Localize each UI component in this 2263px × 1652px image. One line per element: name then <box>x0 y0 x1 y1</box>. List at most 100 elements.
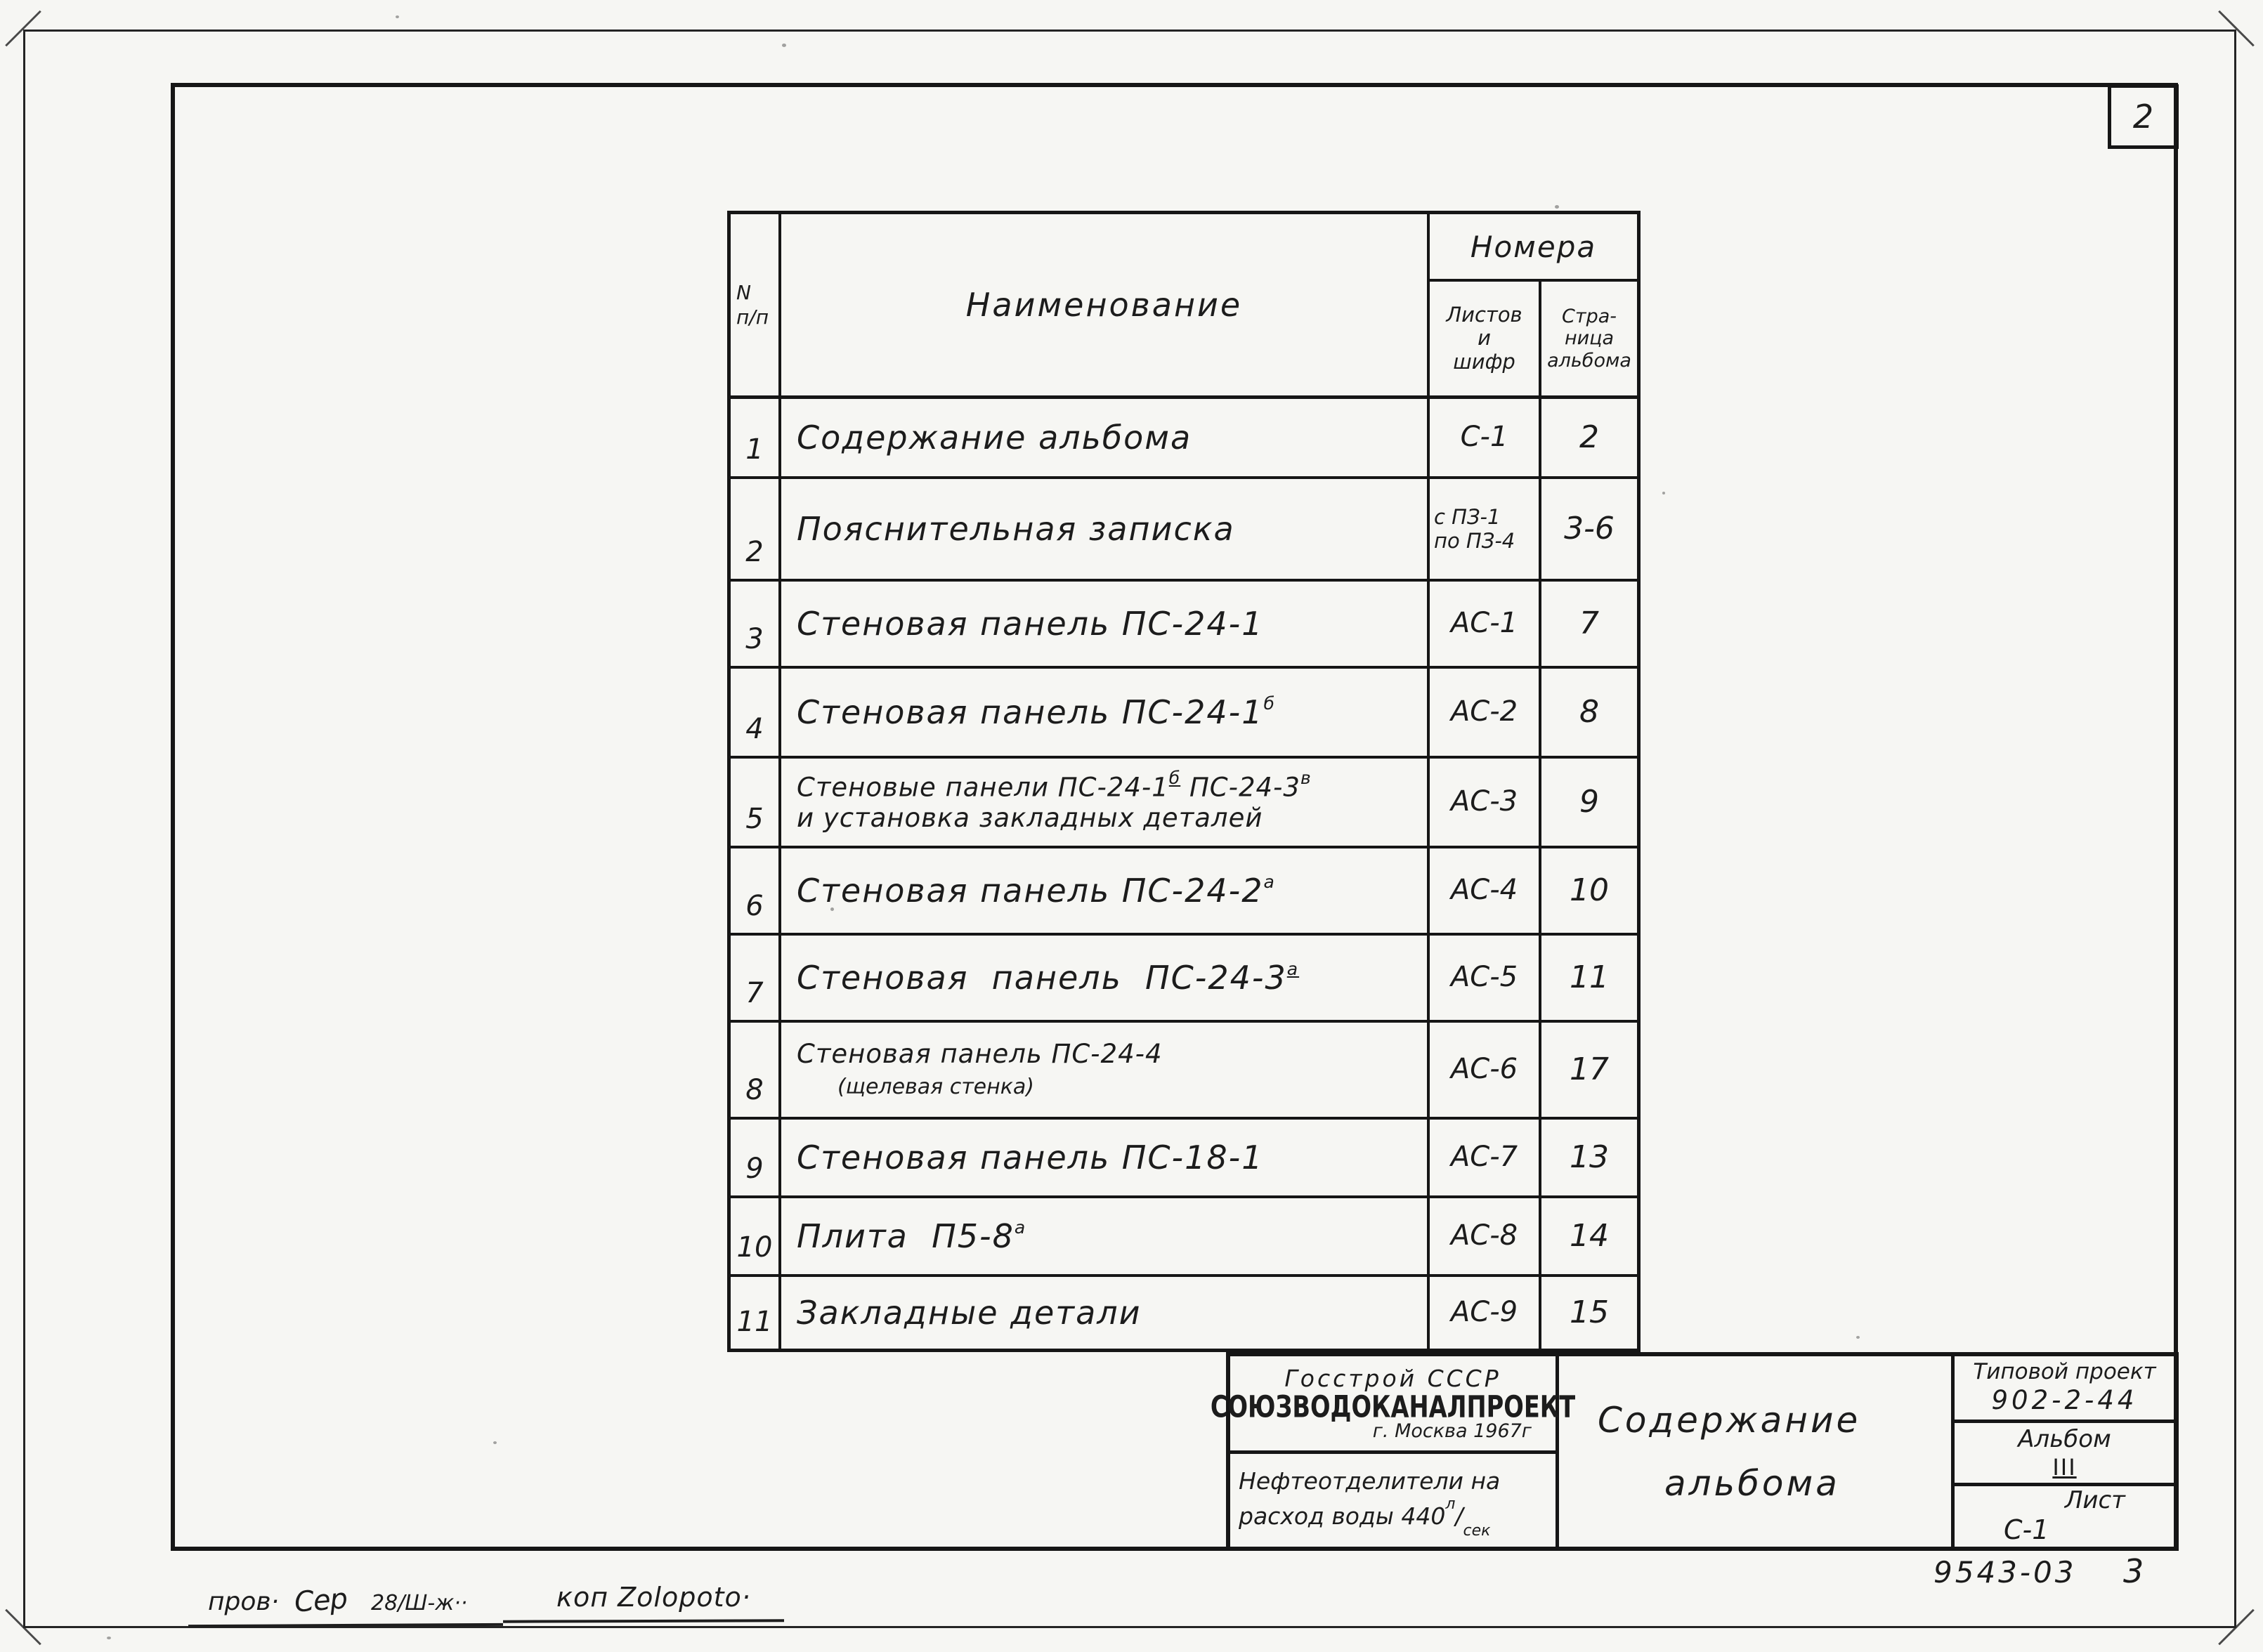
table-row: 3 Стеновая панель ПС-24-1 АС-1 7 <box>731 582 1637 669</box>
table-row: 4 Стеновая панель ПС-24-1б АС-2 8 <box>731 669 1637 759</box>
row-page: 17 <box>1570 1051 1609 1088</box>
row-code: с ПЗ-1 по ПЗ-4 <box>1430 479 1541 579</box>
row-code: АС-6 <box>1430 1023 1541 1117</box>
row-page: 13 <box>1570 1139 1609 1176</box>
header-name-col: Наименование <box>781 214 1430 395</box>
project-line2: расход воды 440л/сек <box>1239 1495 1491 1540</box>
sheet-title-cell: Содержание альбома <box>1559 1356 1955 1547</box>
row-name: Стеновые панели ПС-24-1б ПС-24-3в и устан… <box>781 759 1430 846</box>
row-page: 14 <box>1570 1218 1609 1254</box>
row-page: 9 <box>1579 784 1599 820</box>
title-block-org-section: Госстрой СССР СОЮЗВОДОКАНАЛПРОЕКТ г. Мос… <box>1211 1356 1575 1547</box>
row-page: 10 <box>1570 872 1609 909</box>
row-code: АС-1 <box>1430 582 1541 666</box>
sheet-index: 3 <box>2123 1552 2144 1590</box>
table-row: 5 Стеновые панели ПС-24-1б ПС-24-3в и уста… <box>731 759 1637 848</box>
checked-signature: Сер <box>293 1582 348 1619</box>
row-code: АС-5 <box>1430 936 1541 1020</box>
row-code: С-1 <box>1430 399 1541 476</box>
row-page: 7 <box>1579 605 1599 642</box>
project-line1: Нефтеотделители на <box>1239 1467 1501 1495</box>
page-number: 2 <box>2132 98 2154 136</box>
header-pages-col: Стра- ница альбома <box>1547 306 1631 372</box>
row-number: 10 <box>731 1198 781 1274</box>
scan-speck <box>1555 205 1559 209</box>
page-number-box: 2 <box>2108 84 2179 149</box>
row-name: Стеновая панель ПС-18-1 <box>781 1120 1430 1195</box>
list-number: С-1 <box>2004 1514 2049 1546</box>
flow-rate-fraction: л/сек <box>1445 1495 1491 1540</box>
row-name: Плита П5-8а <box>781 1198 1430 1274</box>
row-number: 9 <box>731 1120 781 1195</box>
row-number: 6 <box>731 848 781 933</box>
header-subcolumns: Листов и шифр Стра- ница альбома <box>1430 282 1637 395</box>
row-name: Пояснительная записка <box>781 479 1430 579</box>
row-name: Стеновая панель ПС-24-1б <box>781 669 1430 756</box>
header-numbers-label: Номера <box>1430 214 1637 282</box>
copyist-note: коп Zolopoto· <box>556 1582 751 1613</box>
row-code: АС-2 <box>1430 669 1541 756</box>
row-name: Стеновая панель ПС-24-4 (щелевая стенка) <box>781 1023 1430 1117</box>
header-numbers-group: Номера Листов и шифр Стра- ница альбома <box>1430 214 1637 395</box>
scan-speck <box>1662 492 1665 494</box>
header-sheets-col: Листов и шифр <box>1430 282 1541 395</box>
header-num-col: N п/п <box>731 214 781 395</box>
row-name: Стеновая панель ПС-24-1 <box>781 582 1430 666</box>
list-label: Лист <box>2064 1486 2125 1514</box>
scan-speck <box>396 15 399 18</box>
table-row: 2 Пояснительная записка с ПЗ-1 по ПЗ-4 3-6 <box>731 479 1637 582</box>
table-header: N п/п Наименование Номера Листов и шифр <box>731 214 1637 399</box>
org-logo: СОЮЗВОДОКАНАЛПРОЕКТ <box>1210 1390 1576 1425</box>
drawing-frame <box>171 83 2178 1551</box>
checked-annotation: пров· Сер 28/Ш-ж·· <box>208 1582 468 1619</box>
row-code: АС-4 <box>1430 848 1541 933</box>
album-label: Альбом <box>2018 1424 2111 1453</box>
row-page: 3-6 <box>1564 511 1615 547</box>
title-block: Госстрой СССР СОЮЗВОДОКАНАЛПРОЕКТ г. Мос… <box>1211 1352 2179 1551</box>
title-block-right-section: Типовой проект 902-2-44 Альбом III Лист … <box>1955 1356 2174 1547</box>
table-rows: 1 Содержание альбома С-1 2 2 Пояснительная за… <box>731 399 1637 1349</box>
checked-date: 28/Ш-ж·· <box>371 1591 468 1615</box>
type-project-cell: Типовой проект 902-2-44 <box>1955 1356 2174 1424</box>
contents-table: N п/п Наименование Номера Листов и шифр <box>727 211 1641 1352</box>
drawing-number: 9543-03 <box>1933 1555 2077 1589</box>
row-number: 2 <box>731 479 781 579</box>
sheet-title-line2: альбома <box>1664 1462 1840 1504</box>
project-cell: Нефтеотделители на расход воды 440л/сек <box>1230 1454 1556 1547</box>
row-number: 11 <box>731 1277 781 1349</box>
table-row: 7 Стеновая панель ПС-24-3а АС-5 11 <box>731 936 1637 1023</box>
row-name: Стеновая панель ПС-24-3а <box>781 936 1430 1020</box>
scan-speck <box>493 1441 497 1444</box>
album-number: III <box>2052 1453 2077 1481</box>
org-name: Госстрой СССР <box>1284 1365 1501 1392</box>
row-number: 8 <box>731 1023 781 1117</box>
table-row: 8 Стеновая панель ПС-24-4 (щелевая стенка)… <box>731 1023 1637 1120</box>
row-number: 3 <box>731 582 781 666</box>
table-row: 9 Стеновая панель ПС-18-1 АС-7 13 <box>731 1120 1637 1198</box>
scan-speck <box>830 907 834 911</box>
scan-speck <box>782 44 786 47</box>
row-number: 1 <box>731 399 781 476</box>
row-number: 7 <box>731 936 781 1020</box>
row-name: Стеновая панель ПС-24-2а <box>781 848 1430 933</box>
row-code: АС-9 <box>1430 1277 1541 1349</box>
sheet-title-line1: Содержание <box>1598 1399 1861 1441</box>
header-num-line2: п/п <box>736 306 769 329</box>
table-row: 1 Содержание альбома С-1 2 <box>731 399 1637 479</box>
scan-speck <box>107 1637 111 1639</box>
table-row: 10 Плита П5-8а АС-8 14 <box>731 1198 1637 1277</box>
row-page: 2 <box>1579 419 1599 456</box>
list-cell: Лист С-1 <box>1955 1486 2174 1547</box>
row-name: Содержание альбома <box>781 399 1430 476</box>
row-code: АС-8 <box>1430 1198 1541 1274</box>
scan-speck <box>1856 1336 1860 1339</box>
row-number: 4 <box>731 669 781 756</box>
row-page: 15 <box>1570 1294 1609 1331</box>
album-cell: Альбом III <box>1955 1423 2174 1486</box>
outer-sheet-border <box>23 29 2236 1628</box>
table-row: 6 Стеновая панель ПС-24-2а АС-4 10 <box>731 848 1637 936</box>
row-page: 8 <box>1579 694 1599 730</box>
table-row: 11 Закладные детали АС-9 15 <box>731 1277 1637 1349</box>
checked-label: пров· <box>208 1587 280 1616</box>
